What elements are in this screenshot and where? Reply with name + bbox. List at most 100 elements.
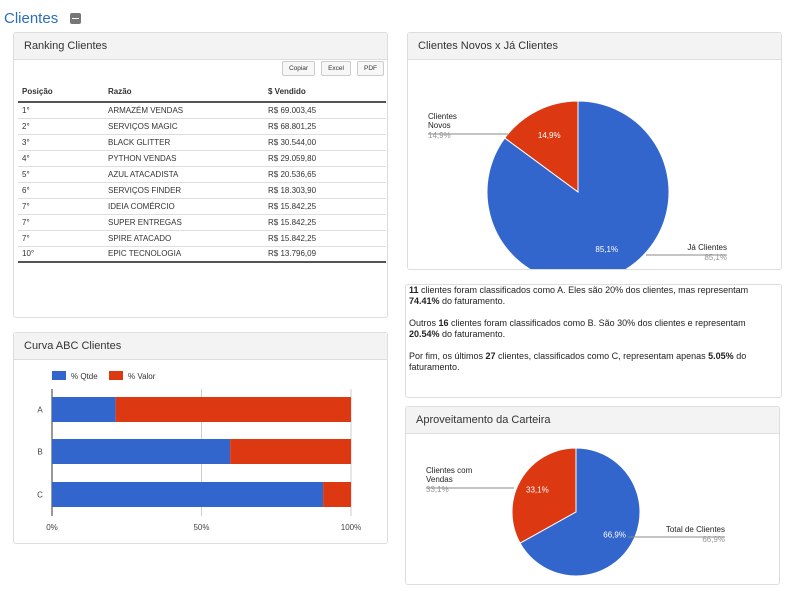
cell-position: 10°: [18, 246, 108, 263]
abc-summary: 11 clientes foram classificados como A. …: [405, 284, 782, 398]
table-row[interactable]: 5° AZUL ATACADISTA R$ 20.536,65: [18, 166, 386, 183]
cell-sold: R$ 15.842,25: [268, 214, 386, 231]
summary-class-c: Por fim, os últimos 27 clientes, classif…: [409, 351, 747, 372]
cell-sold: R$ 30.544,00: [268, 134, 386, 151]
bar-C-1[interactable]: [323, 482, 351, 507]
cell-name: SPIRE ATACADO: [108, 230, 268, 247]
cell-sold: R$ 15.842,25: [268, 198, 386, 215]
abc-bar-chart: 0% 50% 100% % Qtde % Valor A B C: [37, 371, 361, 532]
cell-name: EPIC TECNOLOGIA: [108, 246, 268, 263]
excel-button[interactable]: Excel: [321, 61, 351, 76]
cell-name: AZUL ATACADISTA: [108, 166, 268, 183]
cell-position: 7°: [18, 230, 108, 247]
cell-sold: R$ 29.059,80: [268, 150, 386, 167]
table-row[interactable]: 7° IDEIA COMÉRCIO R$ 15.842,25: [18, 198, 386, 215]
x-tick-label: 100%: [341, 523, 361, 532]
legend-label: % Qtde: [71, 372, 98, 381]
pie1-slice-value-1: 85,1%: [595, 245, 618, 254]
page-header: Clientes: [4, 7, 82, 29]
cell-sold: R$ 13.796,09: [268, 246, 386, 263]
cell-name: SUPER ENTREGAS: [108, 214, 268, 231]
summary-class-a: 11 clientes foram classificados como A. …: [409, 285, 749, 306]
ranking-panel: Ranking Clientes Copiar Excel PDF Posiçã…: [13, 32, 388, 318]
portfolio-usage-panel: Aproveitamento da Carteira 33,1% 66,9% Cli…: [405, 406, 780, 585]
pie1-slice-0[interactable]: [504, 100, 579, 193]
cell-name: ARMAZÉM VENDAS: [108, 102, 268, 119]
column-header-sold[interactable]: $ Vendido: [268, 82, 386, 103]
pie2-label-value-1: 66,9%: [702, 535, 725, 544]
pie2-slice-value-1: 66,9%: [603, 531, 626, 540]
cell-position: 4°: [18, 150, 108, 167]
cell-position: 3°: [18, 134, 108, 151]
table-row[interactable]: 6° SERVIÇOS FINDER R$ 18.303,90: [18, 182, 386, 199]
pie1-label-value-1: 85,1%: [704, 253, 727, 262]
copy-button[interactable]: Copiar: [281, 61, 316, 76]
column-header-name[interactable]: Razão: [108, 82, 268, 103]
bar-C-0[interactable]: [52, 482, 324, 507]
pdf-button[interactable]: PDF: [357, 61, 384, 76]
new-vs-existing-panel: Clientes Novos x Já Clientes 14,9% 85,1% C…: [407, 32, 782, 270]
pie1-panel-title: Clientes Novos x Já Clientes: [408, 33, 781, 60]
bar-B-0[interactable]: [52, 439, 231, 464]
ranking-panel-title: Ranking Clientes: [14, 33, 387, 60]
x-tick-label: 50%: [193, 523, 209, 532]
cell-sold: R$ 18.303,90: [268, 182, 386, 199]
cell-position: 2°: [18, 118, 108, 135]
table-row[interactable]: 10° EPIC TECNOLOGIA R$ 13.796,09: [18, 246, 386, 263]
pie1-label-1: Já Clientes: [687, 243, 727, 252]
pie2-label-1: Total de Clientes: [666, 525, 725, 534]
cell-position: 5°: [18, 166, 108, 183]
cell-name: SERVIÇOS FINDER: [108, 182, 268, 199]
ranking-table: Posição Razão $ Vendido 1° ARMAZÉM VENDAS…: [18, 82, 386, 263]
table-row[interactable]: 7° SUPER ENTREGAS R$ 15.842,25: [18, 214, 386, 231]
cell-sold: R$ 20.536,65: [268, 166, 386, 183]
bar-B-1[interactable]: [230, 439, 351, 464]
pie1-slice-value-0: 14,9%: [538, 131, 561, 140]
bar-A-1[interactable]: [115, 397, 351, 422]
cell-name: IDEIA COMÉRCIO: [108, 198, 268, 215]
pie2-slice-0[interactable]: [511, 447, 577, 544]
category-label: B: [37, 448, 42, 457]
table-row[interactable]: 1° ARMAZÉM VENDAS R$ 69.003,45: [18, 102, 386, 119]
pie2-panel-title: Aproveitamento da Carteira: [406, 407, 779, 434]
bar-A-0[interactable]: [52, 397, 116, 422]
table-row[interactable]: 2° SERVIÇOS MAGIC R$ 68.801,25: [18, 118, 386, 135]
pie2-slice-value-0: 33,1%: [526, 485, 549, 494]
cell-position: 6°: [18, 182, 108, 199]
table-row[interactable]: 3° BLACK GLITTER R$ 30.544,00: [18, 134, 386, 151]
page-title: Clientes: [4, 9, 59, 27]
pie1-label-0: Clientes Novos: [428, 112, 457, 130]
pie2-slice-1[interactable]: [519, 447, 641, 577]
pie2-label-0: Clientes com Vendas: [426, 466, 473, 484]
abc-curve-panel: Curva ABC Clientes 0% 50% 100% % Qtde % Valo…: [13, 332, 388, 544]
table-header-row: Posição Razão $ Vendido: [18, 82, 386, 103]
cell-name: BLACK GLITTER: [108, 134, 268, 151]
cell-sold: R$ 15.842,25: [268, 230, 386, 247]
pie1-slice-1[interactable]: [486, 100, 670, 269]
legend-label: % Valor: [128, 372, 156, 381]
cell-position: 7°: [18, 214, 108, 231]
pie1-label-value-0: 14,9%: [428, 131, 451, 140]
legend-swatch: [109, 371, 123, 380]
export-toolbar: Copiar Excel PDF: [281, 61, 384, 76]
cell-name: SERVIÇOS MAGIC: [108, 118, 268, 135]
legend-swatch: [52, 371, 66, 380]
collapse-icon[interactable]: [70, 12, 82, 24]
category-label: C: [37, 491, 43, 500]
column-header-position[interactable]: Posição: [18, 82, 108, 103]
table-row[interactable]: 7° SPIRE ATACADO R$ 15.842,25: [18, 230, 386, 247]
cell-position: 1°: [18, 102, 108, 119]
cell-sold: R$ 69.003,45: [268, 102, 386, 119]
x-tick-label: 0%: [46, 523, 58, 532]
summary-class-b: Outros 16 clientes foram classificados c…: [409, 318, 746, 339]
abc-panel-title: Curva ABC Clientes: [14, 333, 387, 360]
cell-position: 7°: [18, 198, 108, 215]
ranking-table-body: 1° ARMAZÉM VENDAS R$ 69.003,45 2° SERVIÇOS M…: [18, 102, 386, 263]
cell-sold: R$ 68.801,25: [268, 118, 386, 135]
category-label: A: [37, 406, 43, 415]
table-row[interactable]: 4° PYTHON VENDAS R$ 29.059,80: [18, 150, 386, 167]
pie2-label-value-0: 33,1%: [426, 485, 449, 494]
